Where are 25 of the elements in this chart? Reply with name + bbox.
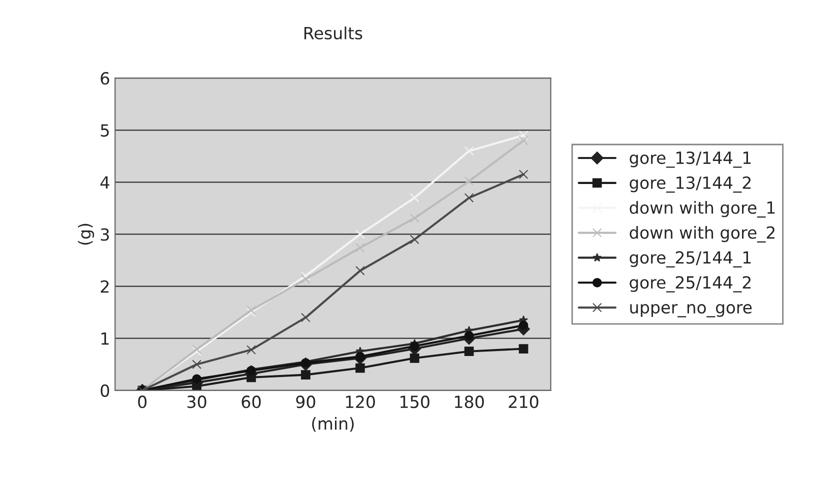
y-tick-label: 6: [100, 72, 110, 85]
legend-label: gore_13/144_1: [630, 151, 751, 168]
x-tick-label: 210: [508, 396, 538, 408]
x-tick-label: 0: [138, 396, 147, 408]
y-tick-label: 4: [100, 176, 110, 189]
legend-label: upper_no_gore: [630, 304, 752, 318]
x-tick-label: 90: [296, 396, 316, 408]
x-tick-label: 60: [242, 396, 261, 408]
y-tick-label: 0: [100, 384, 110, 397]
y-tick-label: 3: [100, 228, 109, 241]
y-axis-title: (g): [78, 224, 94, 245]
y-tick-label: 1: [101, 332, 109, 345]
x-axis-title: (min): [312, 416, 354, 432]
x-tick-label: 180: [454, 396, 484, 408]
y-tick-label: 5: [100, 124, 109, 137]
legend-label: gore_25/144_2: [630, 276, 751, 292]
y-tick-label: 2: [100, 280, 109, 293]
legend-label: gore_13/144_2: [630, 176, 751, 193]
legend-label: down with gore_1: [630, 201, 775, 218]
legend-label: gore_25/144_1: [630, 251, 751, 268]
legend-label: down with gore_2: [630, 226, 775, 243]
chart-title: Results: [304, 26, 362, 40]
x-tick-label: 30: [187, 396, 206, 408]
x-tick-label: 120: [346, 396, 375, 408]
x-tick-label: 150: [400, 396, 430, 408]
